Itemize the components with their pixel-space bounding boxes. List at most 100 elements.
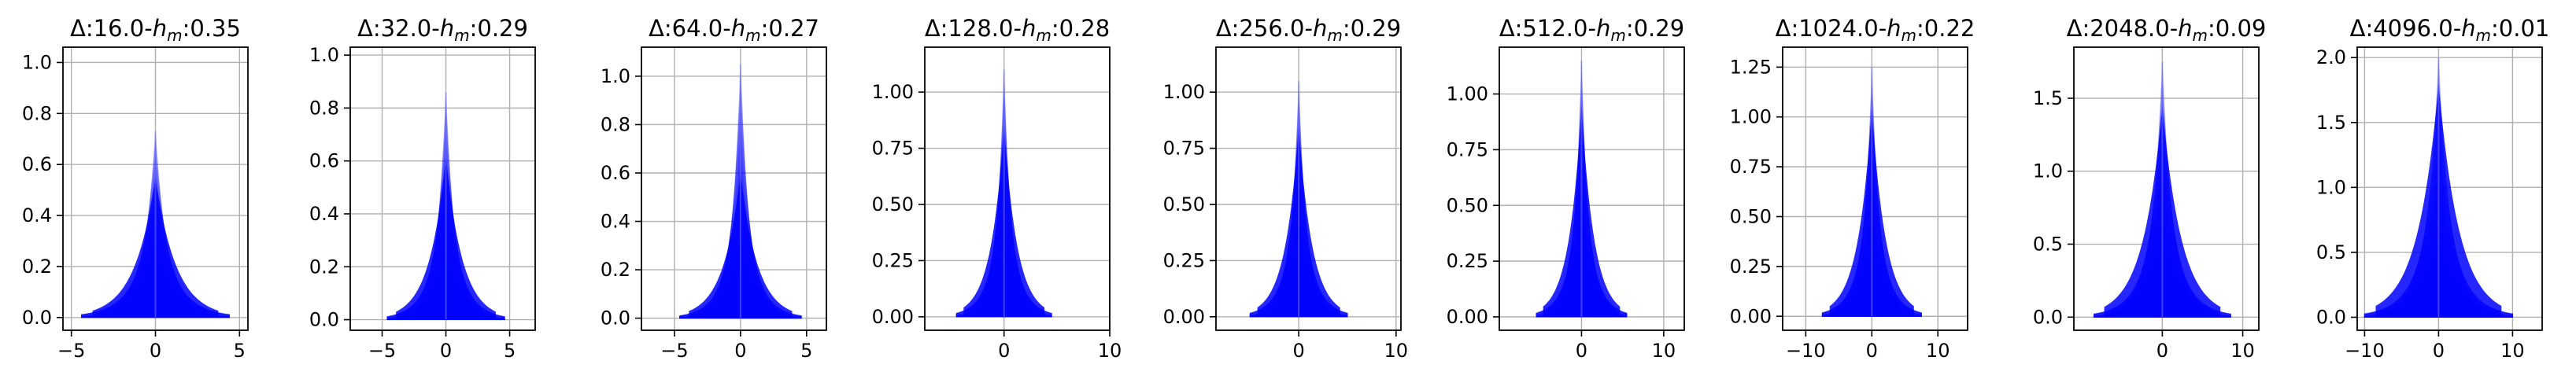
density-curves	[2363, 57, 2513, 318]
density-curves	[81, 131, 230, 318]
title-prefix: Δ:64.0-	[649, 15, 731, 42]
subplot-title: Δ:256.0-hm:0.29	[1216, 15, 1401, 45]
x-tick-label: −5	[368, 340, 396, 362]
y-tick-label: 0.75	[1730, 156, 1772, 178]
title-h: h	[731, 15, 745, 42]
y-tick-label: 1.0	[2033, 160, 2063, 182]
x-tick-label: 10	[2500, 340, 2525, 362]
y-tick-label: 0.75	[1447, 138, 1488, 160]
density-curves	[1821, 67, 1922, 317]
title-prefix: Δ:1024.0-	[1776, 15, 1887, 42]
x-tick-label: −5	[57, 340, 85, 362]
x-tick-label: 0	[150, 340, 161, 362]
subplot-title: Δ:4096.0-hm:0.01	[2350, 15, 2550, 45]
y-tick-label: 0.00	[1447, 306, 1488, 328]
y-tick-label: 0.75	[872, 138, 914, 160]
density-curves	[955, 69, 1052, 318]
axes-frame	[349, 46, 536, 331]
y-tick-label: 0.50	[1730, 205, 1772, 227]
title-subscript-m: m	[745, 26, 760, 45]
y-tick-label: 0.00	[1163, 306, 1205, 328]
y-tick-label: 0.2	[601, 259, 630, 281]
subplot-2: −5 0 5 0.0 0.2 0.4 0.6 0.8 1.0 Δ:32.0-hm:0.29	[309, 15, 536, 362]
y-tick-label: 1.0	[2316, 176, 2346, 198]
density-curves	[2094, 61, 2231, 318]
title-suffix: :0.29	[1626, 15, 1684, 42]
title-h: h	[2461, 15, 2475, 42]
title-h: h	[1313, 15, 1327, 42]
y-tick-label: 0.50	[872, 193, 914, 215]
y-tick-label: 0.0	[601, 307, 630, 329]
title-subscript-m: m	[167, 26, 182, 45]
x-tick-label: 10	[2230, 340, 2255, 362]
y-tick-label: 2.0	[2316, 46, 2346, 68]
y-tick-label: 0.25	[1163, 249, 1205, 271]
title-subscript-m: m	[1327, 26, 1342, 45]
y-tick-label: 0.25	[1730, 256, 1772, 278]
title-h: h	[153, 15, 167, 42]
x-tick-label: 10	[1098, 340, 1122, 362]
title-prefix: Δ:16.0-	[70, 15, 153, 42]
title-prefix: Δ:512.0-	[1499, 15, 1596, 42]
y-tick-label: 0.00	[872, 306, 914, 328]
axes-frame	[1782, 46, 1968, 331]
title-suffix: :0.22	[1916, 15, 1975, 42]
subplot-grid: −5 0 50.00.20.40.60.81.0Δ:16.0-hm:0.35−5 0 5…	[22, 15, 2550, 362]
subplot-9: −10 0 10 0.0 0.5 1.0 1.5 2.0Δ:4096.0-hm:0.01	[2316, 15, 2550, 362]
y-tick-label: 1.5	[2316, 112, 2346, 134]
x-tick-label: 0	[1576, 340, 1587, 362]
y-tick-label: 1.00	[1163, 81, 1205, 103]
title-prefix: Δ:128.0-	[925, 15, 1022, 42]
title-suffix: :0.28	[1051, 15, 1110, 42]
y-tick-label: 0.0	[2033, 306, 2063, 328]
title-h: h	[1022, 15, 1036, 42]
y-tick-label: 0.2	[309, 256, 339, 278]
axes-frame	[2356, 46, 2543, 331]
y-tick-label: 0.4	[22, 204, 52, 226]
axes-frame	[924, 46, 1111, 331]
title-h: h	[2178, 15, 2192, 42]
title-suffix: :0.35	[183, 15, 241, 42]
density-curves	[1249, 80, 1348, 318]
x-tick-label: 0	[734, 340, 746, 362]
x-tick-label: 5	[234, 340, 246, 362]
y-tick-label: 1.0	[601, 65, 630, 87]
x-tick-label: −10	[2345, 340, 2385, 362]
y-tick-label: 0.6	[22, 153, 52, 175]
axes-frame	[1215, 46, 1402, 331]
y-tick-label: 0.50	[1447, 194, 1488, 216]
density-curves	[386, 92, 505, 320]
y-tick-label: 0.5	[2033, 234, 2063, 256]
y-tick-label: 1.25	[1730, 56, 1772, 78]
x-tick-label: −10	[1786, 340, 1826, 362]
x-tick-label: 0	[2433, 340, 2445, 362]
axes-frame	[1499, 46, 1685, 331]
y-tick-label: 0.4	[601, 211, 630, 233]
y-tick-label: 0.6	[601, 162, 630, 184]
y-tick-label: 1.00	[872, 81, 914, 103]
title-prefix: Δ:32.0-	[357, 15, 440, 42]
y-tick-label: 0.75	[1163, 138, 1205, 160]
x-tick-label: 0	[1866, 340, 1878, 362]
title-prefix: Δ:256.0-	[1216, 15, 1313, 42]
y-tick-label: 1.0	[309, 44, 339, 66]
y-tick-label: 0.5	[2316, 241, 2346, 263]
y-tick-label: 1.5	[2033, 87, 2063, 109]
y-tick-label: 0.00	[1730, 305, 1772, 327]
title-subscript-m: m	[1036, 26, 1051, 45]
subplot-title: Δ:512.0-hm:0.29	[1499, 15, 1684, 45]
density-curves	[1536, 60, 1628, 318]
y-tick-label: 0.6	[309, 150, 339, 172]
title-subscript-m: m	[2193, 26, 2208, 45]
y-tick-label: 0.25	[872, 249, 914, 271]
y-tick-label: 0.8	[601, 113, 630, 135]
subplot-3: −5 0 5 0.0 0.2 0.4 0.6 0.8 1.0 Δ:64.0-hm:0.27	[601, 15, 827, 362]
y-tick-label: 0.2	[22, 256, 52, 278]
subplot-title: Δ:64.0-hm:0.27	[649, 15, 819, 45]
subplot-8: 0 10 0.0 0.5 1.0 1.5 Δ:2048.0-hm:0.09	[2033, 15, 2267, 362]
title-h: h	[1596, 15, 1610, 42]
title-prefix: Δ:2048.0-	[2067, 15, 2179, 42]
y-tick-label: 0.0	[309, 309, 339, 331]
